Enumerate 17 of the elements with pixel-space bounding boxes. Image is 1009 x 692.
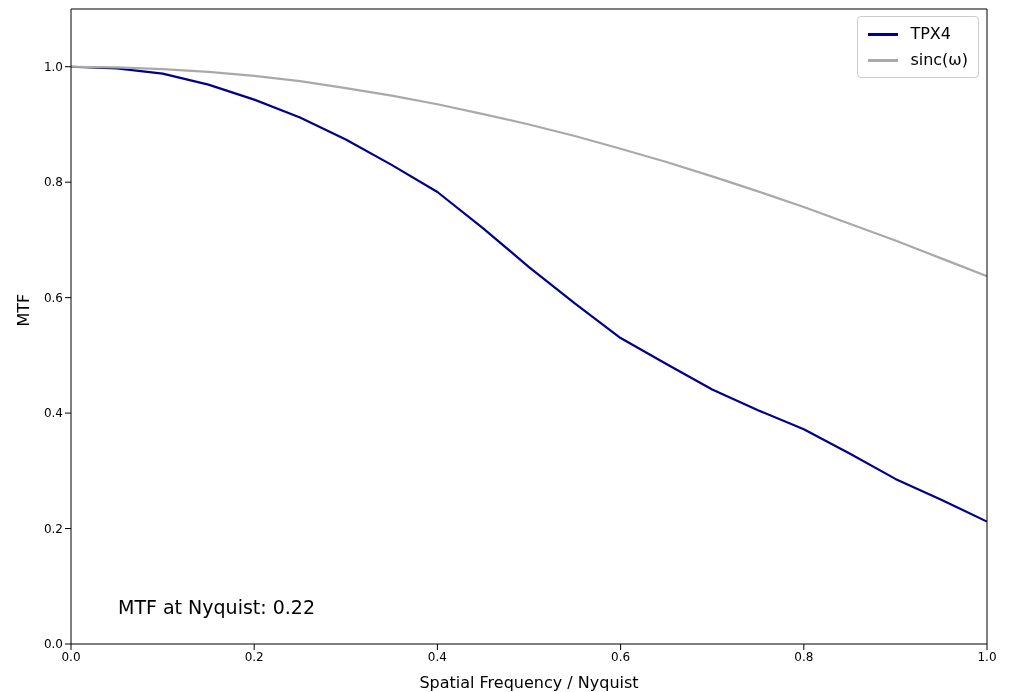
x-tick-label: 0.6 — [611, 649, 631, 664]
y-tick-label: 0.4 — [43, 406, 63, 421]
x-tick-label: 0.2 — [244, 649, 264, 664]
legend-label: sinc(ω) — [910, 49, 968, 71]
annotation: MTF at Nyquist: 0.22 — [118, 596, 316, 618]
y-axis-title: MTF — [13, 293, 33, 327]
y-tick-label: 0.0 — [43, 637, 63, 652]
x-tick-label: 0.8 — [794, 649, 814, 664]
x-tick-label: 0.4 — [427, 649, 447, 664]
x-tick-label: 1.0 — [977, 649, 997, 664]
y-tick-label: 0.8 — [43, 175, 63, 190]
y-tick-label: 0.2 — [43, 521, 63, 536]
x-axis-title: Spatial Frequency / Nyquist — [419, 673, 639, 692]
x-tick-label: 0.0 — [61, 649, 81, 664]
y-tick-label: 1.0 — [43, 59, 63, 74]
y-tick-label: 0.6 — [43, 290, 63, 305]
legend-label: TPX4 — [910, 23, 951, 45]
